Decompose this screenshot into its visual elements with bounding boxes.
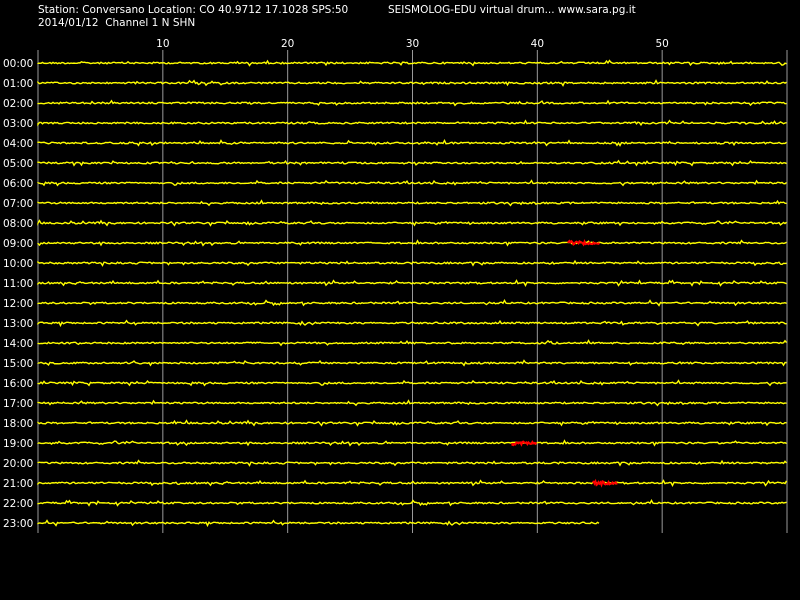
trace-line bbox=[37, 79, 787, 87]
trace-line bbox=[37, 279, 787, 288]
station-info: Station: Conversano Location: CO 40.9712… bbox=[38, 4, 349, 16]
trace-line bbox=[37, 59, 787, 67]
trace-line bbox=[37, 119, 787, 127]
row-time-label: 23:00 bbox=[3, 518, 33, 530]
row-time-label: 04:00 bbox=[3, 138, 33, 150]
trace-line bbox=[37, 399, 787, 407]
row-time-label: 12:00 bbox=[3, 298, 33, 310]
trace-line bbox=[37, 199, 787, 207]
trace-line bbox=[37, 259, 787, 267]
event-marker bbox=[511, 440, 538, 447]
x-tick-label: 50 bbox=[655, 38, 668, 50]
trace-line bbox=[37, 379, 787, 387]
trace-line bbox=[37, 159, 787, 167]
trace-line bbox=[37, 419, 787, 427]
row-time-label: 02:00 bbox=[3, 98, 33, 110]
trace-line bbox=[37, 179, 787, 187]
trace-line bbox=[37, 479, 788, 488]
row-time-label: 03:00 bbox=[3, 118, 33, 130]
date-channel-info: 2014/01/12 Channel 1 N SHN bbox=[38, 17, 196, 29]
row-time-label: 07:00 bbox=[3, 198, 33, 210]
row-time-label: 22:00 bbox=[3, 498, 33, 510]
row-time-label: 16:00 bbox=[3, 378, 33, 390]
event-marker bbox=[592, 478, 618, 488]
x-tick-label: 30 bbox=[406, 38, 419, 50]
x-tick-label: 20 bbox=[281, 38, 294, 50]
row-time-label: 14:00 bbox=[3, 338, 33, 350]
row-time-label: 05:00 bbox=[3, 158, 33, 170]
x-tick-label: 40 bbox=[531, 38, 544, 50]
trace-line bbox=[37, 339, 788, 347]
row-time-label: 00:00 bbox=[3, 58, 33, 70]
event-marker bbox=[567, 239, 601, 247]
row-time-label: 18:00 bbox=[3, 418, 33, 430]
row-time-label: 19:00 bbox=[3, 438, 33, 450]
row-time-label: 20:00 bbox=[3, 458, 33, 470]
row-time-label: 15:00 bbox=[3, 358, 33, 370]
row-time-label: 13:00 bbox=[3, 318, 33, 330]
trace-line bbox=[37, 439, 787, 447]
trace-line bbox=[37, 499, 787, 507]
row-time-label: 10:00 bbox=[3, 258, 33, 270]
trace-line bbox=[37, 459, 788, 467]
row-time-label: 08:00 bbox=[3, 218, 33, 230]
trace-line bbox=[37, 319, 787, 328]
row-time-label: 21:00 bbox=[3, 478, 33, 490]
trace-line bbox=[37, 219, 787, 227]
trace-line bbox=[37, 299, 787, 307]
trace-line bbox=[37, 99, 787, 107]
trace-line bbox=[37, 239, 787, 247]
trace-line bbox=[37, 359, 787, 367]
row-time-label: 06:00 bbox=[3, 178, 33, 190]
trace-line bbox=[37, 519, 600, 528]
x-tick-label: 10 bbox=[156, 38, 169, 50]
row-time-label: 09:00 bbox=[3, 238, 33, 250]
row-time-label: 11:00 bbox=[3, 278, 33, 290]
row-time-label: 01:00 bbox=[3, 78, 33, 90]
trace-line bbox=[37, 138, 787, 147]
row-time-label: 17:00 bbox=[3, 398, 33, 410]
app-title: SEISMOLOG-EDU virtual drum... www.sara.p… bbox=[388, 4, 636, 16]
